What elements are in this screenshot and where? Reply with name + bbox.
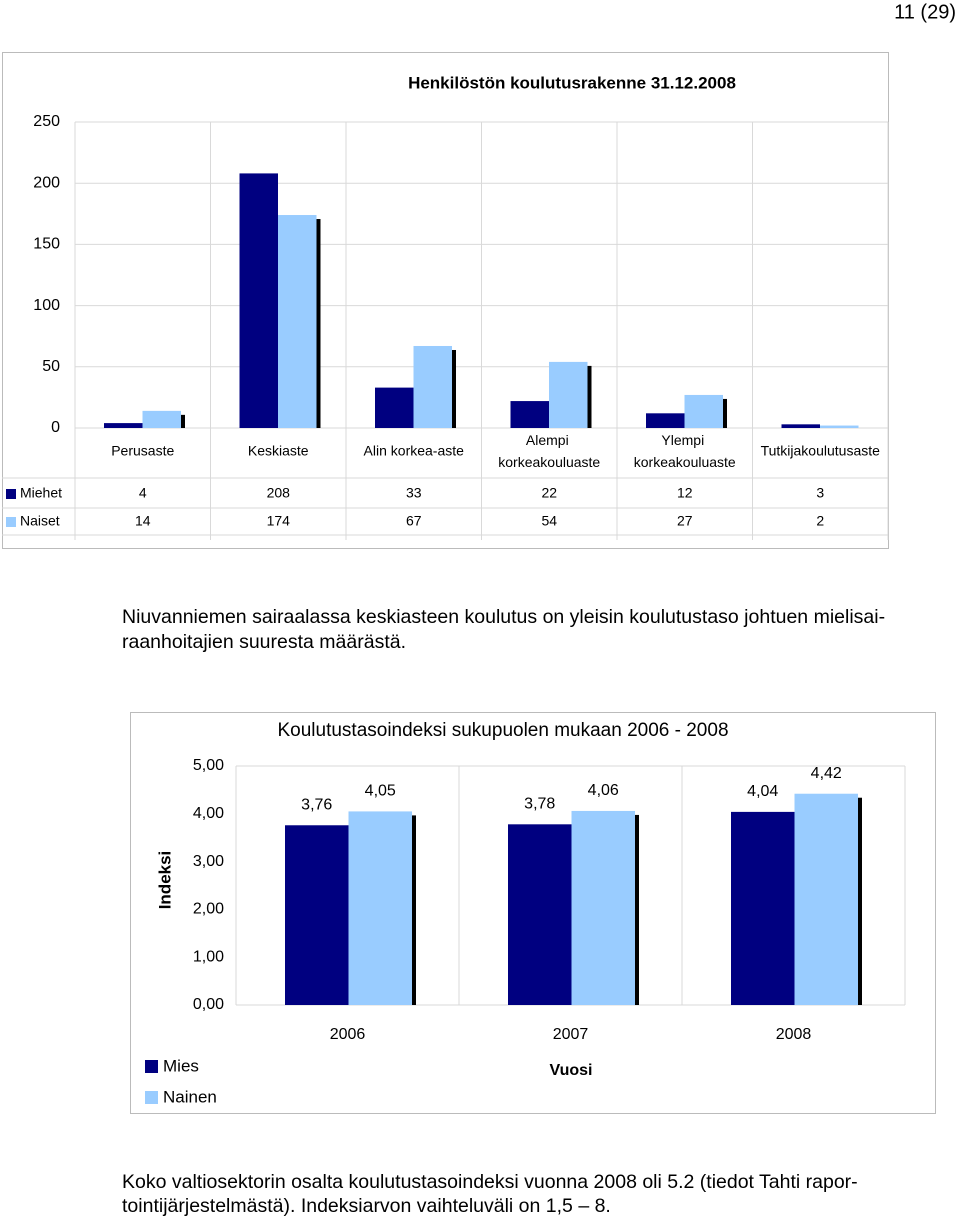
bar [278,215,317,428]
x-axis-label: Vuosi [550,1062,593,1079]
page-number: 11 (29) [894,1,956,23]
bar [781,424,820,428]
y-axis-label: Indeksi [155,851,174,910]
bar [646,413,685,428]
y-tick-label: 50 [42,358,60,375]
bar [142,410,181,428]
table-value: 4 [139,485,147,501]
paragraph-line: Niuvanniemen sairaalassa keskiasteen kou… [122,606,885,628]
bar [571,810,635,1005]
y-tick-label: 200 [33,174,60,191]
bar [348,811,412,1005]
bar [549,361,588,428]
bar-shadow [181,414,185,428]
bar-shadow [858,797,862,1005]
bar [508,824,572,1005]
y-tick-label: 250 [33,113,60,130]
legend-swatch [6,517,16,527]
y-tick-label: 4,00 [193,805,224,822]
bar [510,401,549,428]
bar [413,345,452,428]
legend-swatch [145,1091,158,1104]
y-tick-label: 2,00 [193,901,224,918]
x-tick-label: Ylempi korkeakouluaste [634,432,736,470]
y-tick-label: 3,00 [193,853,224,870]
bar [820,425,859,428]
data-label: 4,04 [747,783,778,800]
bar [285,825,349,1005]
y-tick-label: 5,00 [193,757,224,774]
data-label: 3,76 [301,796,332,813]
x-tick-label: Alempi korkeakouluaste [498,432,600,470]
bar-shadow [452,349,456,428]
table-value: 27 [677,513,693,529]
x-tick-label: 2006 [330,1026,366,1043]
paragraph-line: tointijärjestelmästä). Indeksiarvon vaih… [122,1195,611,1217]
paragraph-line: raanhoitajien suuresta määrästä. [122,631,406,653]
bar [239,173,278,428]
legend-label: Nainen [163,1087,217,1106]
table-value: 33 [406,485,422,501]
chart-frame [130,712,936,1114]
data-label: 4,42 [811,765,842,782]
x-tick-label: Keskiaste [248,443,309,459]
table-value: 3 [816,485,824,501]
chart-frame [2,52,889,549]
y-tick-label: 0 [51,419,60,436]
table-value: 12 [677,485,693,501]
paragraph-line: Koko valtiosektorin osalta koulutustasoi… [122,1171,858,1193]
table-value: 2 [816,513,824,529]
x-tick-label: 2007 [553,1026,589,1043]
x-tick-label: Alin korkea-aste [364,443,465,459]
x-tick-label: Perusaste [111,443,174,459]
bar-shadow [723,398,727,428]
bar [104,423,143,428]
bar-shadow [316,219,321,428]
bar [794,793,858,1005]
legend-swatch [145,1060,158,1073]
legend-label: Miehet [20,485,62,501]
table-value: 54 [541,513,557,529]
y-tick-label: 1,00 [193,948,224,965]
chart-title: Koulutustasoindeksi sukupuolen mukaan 20… [277,720,728,741]
bar-shadow [635,814,639,1005]
bar [684,394,723,428]
legend-swatch [6,489,16,499]
x-tick-label: 2008 [776,1026,812,1043]
x-tick-label: Tutkijakoulutusaste [761,443,881,459]
table-value: 67 [406,513,422,529]
legend-label: Naiset [20,513,60,529]
chart-title: Henkilöstön koulutusrakenne 31.12.2008 [408,73,736,92]
bar-shadow [587,365,592,428]
y-tick-label: 150 [33,236,60,253]
table-value: 208 [267,485,291,501]
data-label: 4,06 [588,782,619,799]
table-value: 22 [541,485,557,501]
bar [375,387,414,428]
y-tick-label: 100 [33,297,60,314]
bar-shadow [412,815,416,1005]
table-value: 174 [267,513,291,529]
data-label: 3,78 [524,796,555,813]
data-label: 4,05 [365,783,396,800]
legend-label: Mies [163,1056,199,1075]
y-tick-label: 0,00 [193,996,224,1013]
table-value: 14 [135,513,151,529]
bar [731,811,795,1005]
